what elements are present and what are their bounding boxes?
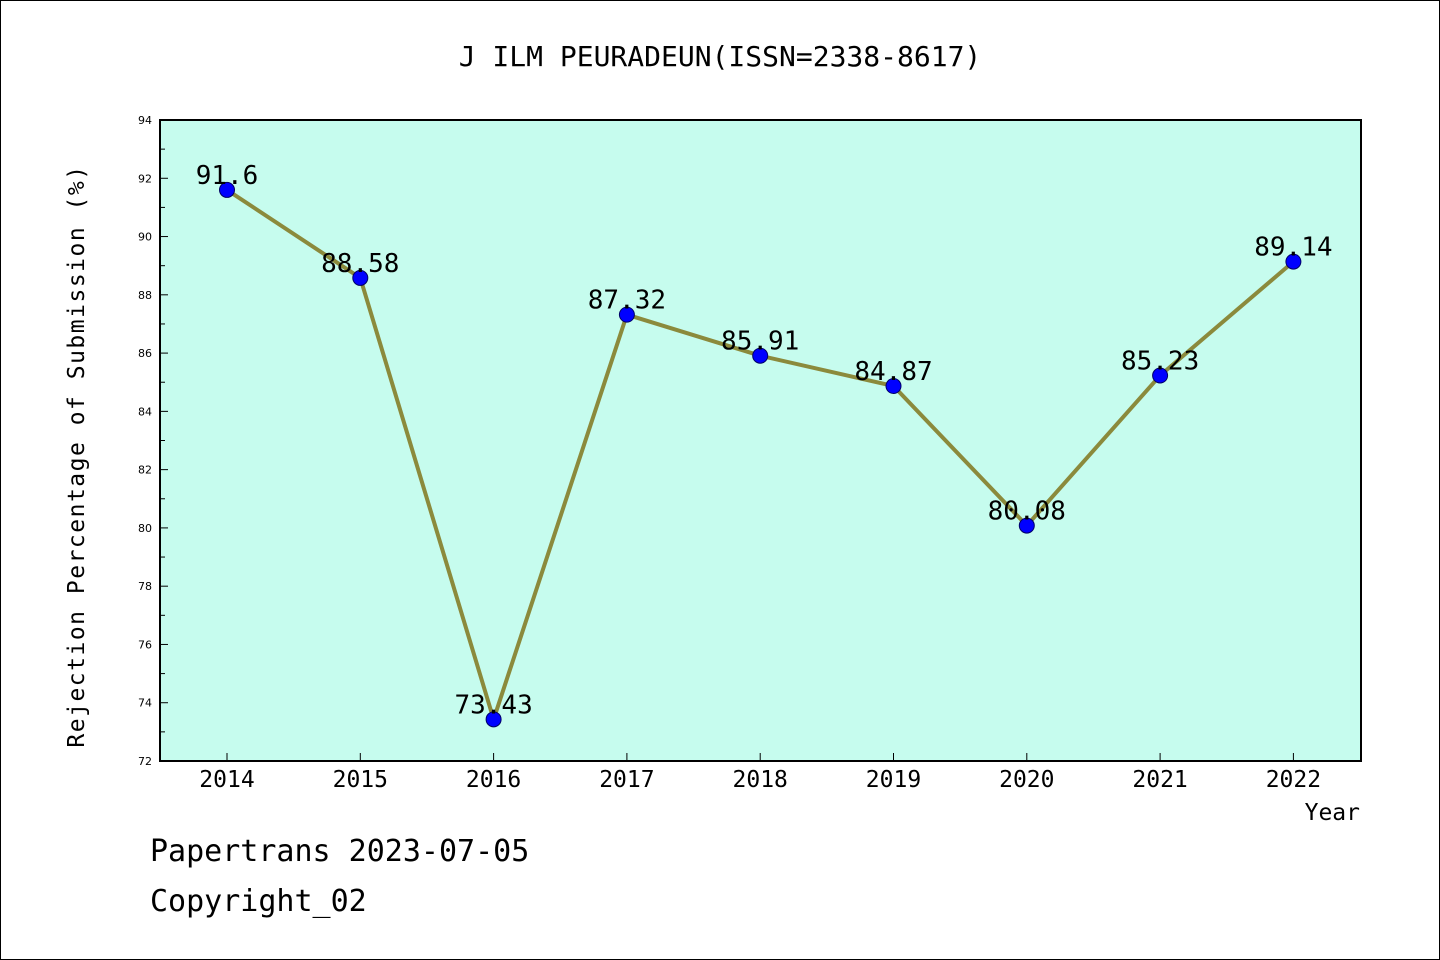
x-tick-label: 2017 <box>599 767 654 793</box>
x-tick-label: 2019 <box>866 767 921 793</box>
plot-area <box>159 119 1362 762</box>
data-label: 88.58 <box>321 249 399 279</box>
data-point-marker <box>885 378 902 395</box>
y-axis: 72 74 76 78 80 82 84 86 88 90 92 94 <box>138 114 168 768</box>
y-tick-label: 90 <box>138 231 152 244</box>
y-tick-label: 82 <box>138 464 152 477</box>
x-tick-label: 2022 <box>1266 767 1321 793</box>
data-point-marker <box>752 347 769 364</box>
x-axis-label: Year <box>1305 800 1360 826</box>
footer-copyright: Copyright_02 <box>150 884 367 919</box>
data-series <box>219 181 1302 728</box>
data-point-marker <box>1285 253 1302 270</box>
data-label: 84.87 <box>854 357 932 387</box>
y-axis-label: Rejection Percentage of Submission (%) <box>64 164 90 747</box>
data-labels: 91.6 88.58 73.43 87.32 85.91 84.87 80.08 85.23 8… <box>196 161 1333 720</box>
y-tick-label: 88 <box>138 289 152 302</box>
data-label: 91.6 <box>196 161 259 191</box>
y-tick-label: 74 <box>138 697 152 710</box>
x-tick-label: 2018 <box>733 767 788 793</box>
data-label: 85.91 <box>721 327 799 357</box>
footer-date: Papertrans 2023-07-05 <box>150 834 530 869</box>
data-label: 73.43 <box>454 690 532 720</box>
x-tick-label: 2020 <box>999 767 1054 793</box>
x-tick-label: 2021 <box>1132 767 1187 793</box>
y-tick-label: 84 <box>138 405 152 418</box>
y-tick-label: 76 <box>138 638 152 651</box>
data-point-marker <box>618 306 635 323</box>
y-tick-label: 86 <box>138 347 152 360</box>
y-tick-label: 78 <box>138 580 152 593</box>
x-tick-label: 2016 <box>466 767 521 793</box>
data-label: 85.23 <box>1121 347 1199 377</box>
data-label: 80.08 <box>988 497 1066 527</box>
data-point-marker <box>485 711 502 728</box>
y-tick-label: 92 <box>138 172 152 185</box>
data-point-marker <box>219 181 235 198</box>
data-label: 89.14 <box>1254 233 1332 263</box>
data-point-marker <box>1152 367 1169 384</box>
chart-title: J ILM PEURADEUN(ISSN=2338-8617) <box>459 40 982 73</box>
y-tick-label: 72 <box>138 755 152 768</box>
x-tick-label: 2014 <box>199 767 254 793</box>
data-point-marker <box>352 269 369 286</box>
y-tick-label: 80 <box>138 522 152 535</box>
x-tick-label: 2015 <box>333 767 388 793</box>
data-label: 87.32 <box>588 286 666 316</box>
y-tick-label: 94 <box>138 114 152 127</box>
x-axis: 2014 2015 2016 2017 2018 2019 2020 2021 2022 <box>199 753 1321 793</box>
data-point-marker <box>1018 517 1035 534</box>
